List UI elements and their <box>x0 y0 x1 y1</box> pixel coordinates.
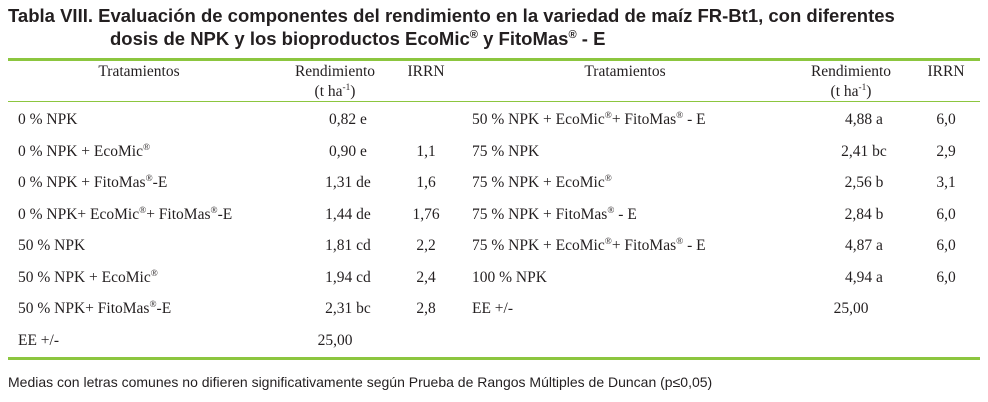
irrn-cell: 1,1 <box>416 142 436 160</box>
yield-cell: 1,44 de <box>325 205 371 223</box>
header-unit-sup: -1 <box>342 82 351 93</box>
yield-cell: 2,31 bc <box>325 300 371 317</box>
header-irrn-left: IRRN <box>407 63 445 80</box>
header-unit-pre: (t ha <box>830 83 859 100</box>
irrn-cell: 3,1 <box>936 174 956 191</box>
treatment-cell: 0 % NPK+ EcoMic®+ FitoMas®-E <box>18 205 233 223</box>
irrn-cell: 2,9 <box>936 142 956 160</box>
yield-cell: 2,84 b <box>844 205 884 223</box>
registered-mark: ® <box>469 28 478 41</box>
header-unit-pre: (t ha <box>314 83 343 100</box>
irrn-cell: 2,4 <box>416 268 436 286</box>
treatment-cell: 0 % NPK <box>18 111 78 128</box>
header-unit-sup: -1 <box>858 82 867 93</box>
header-rendimiento-label: Rendimiento <box>810 63 892 80</box>
yield-cell: 4,88 a <box>845 111 883 128</box>
irrn-cell: 6,0 <box>936 237 956 254</box>
treatment-cell: 50 % NPK <box>18 237 86 254</box>
treatment-cell: 75 % NPK + EcoMic® <box>472 173 612 191</box>
header-rule <box>8 101 980 102</box>
table-title: Tabla VIII. Evaluación de componentes de… <box>8 4 984 50</box>
treatment-cell: 0 % NPK + FitoMas®-E <box>18 173 168 191</box>
irrn-cell: 6,0 <box>936 205 956 223</box>
header-rendimiento-right: Rendimiento (t ha-1) <box>811 62 891 102</box>
title-line-2: dosis de NPK y los bioproductos EcoMic® … <box>8 27 984 50</box>
irrn-cell: 6,0 <box>936 268 956 286</box>
registered-mark: ® <box>568 28 577 41</box>
header-unit-post: ) <box>350 83 356 100</box>
title-line-2-mid: y FitoMas <box>477 28 569 49</box>
yield-cell: 2,41 bc <box>841 142 887 160</box>
yield-cell: 0,90 e <box>329 142 367 160</box>
header-tratamientos-right: Tratamientos <box>584 63 666 80</box>
yield-cell: 4,94 a <box>845 268 883 286</box>
irrn-cell: 2,8 <box>416 300 436 317</box>
yield-cell: 4,87 a <box>845 237 883 254</box>
header-rendimiento-label: Rendimiento <box>294 63 376 80</box>
irrn-cell: 1,6 <box>416 174 436 191</box>
irrn-cell: 6,0 <box>936 111 956 128</box>
treatment-cell: 75 % NPK <box>472 142 540 160</box>
bottom-rule <box>8 357 980 360</box>
treatment-cell: 0 % NPK + EcoMic® <box>18 142 151 160</box>
header-irrn-right: IRRN <box>927 63 965 80</box>
title-line-2-suffix: - E <box>576 28 606 49</box>
title-line-1: Tabla VIII. Evaluación de componentes de… <box>8 5 895 26</box>
yield-cell: 1,81 cd <box>325 237 371 254</box>
yield-cell: 0,82 e <box>329 111 367 128</box>
yield-cell: 1,94 cd <box>325 268 371 286</box>
treatment-cell: 75 % NPK + FitoMas® - E <box>472 205 637 223</box>
treatment-cell: 75 % NPK + EcoMic®+ FitoMas® - E <box>472 236 706 254</box>
top-rule <box>8 58 980 61</box>
yield-cell: 25,00 <box>833 300 869 317</box>
yield-cell: 2,56 b <box>844 174 884 191</box>
treatment-cell: 50 % NPK + EcoMic® <box>18 268 158 286</box>
treatment-cell: 50 % NPK+ FitoMas®-E <box>18 299 172 317</box>
treatment-cell: EE +/- <box>472 300 514 317</box>
title-line-2-prefix: dosis de NPK y los bioproductos EcoMic <box>110 28 470 49</box>
irrn-cell: 2,2 <box>416 237 436 254</box>
treatment-cell: EE +/- <box>18 331 60 349</box>
footnote: Medias con letras comunes no difieren si… <box>8 374 713 390</box>
treatment-cell: 50 % NPK + EcoMic®+ FitoMas® - E <box>472 110 706 128</box>
yield-cell: 1,31 de <box>325 174 371 191</box>
header-unit-post: ) <box>866 83 872 100</box>
header-rendimiento-left: Rendimiento (t ha-1) <box>295 62 375 102</box>
yield-cell: 25,00 <box>317 331 353 349</box>
irrn-cell: 1,76 <box>412 205 440 223</box>
header-tratamientos-left: Tratamientos <box>98 63 180 80</box>
treatment-cell: 100 % NPK <box>472 268 547 286</box>
